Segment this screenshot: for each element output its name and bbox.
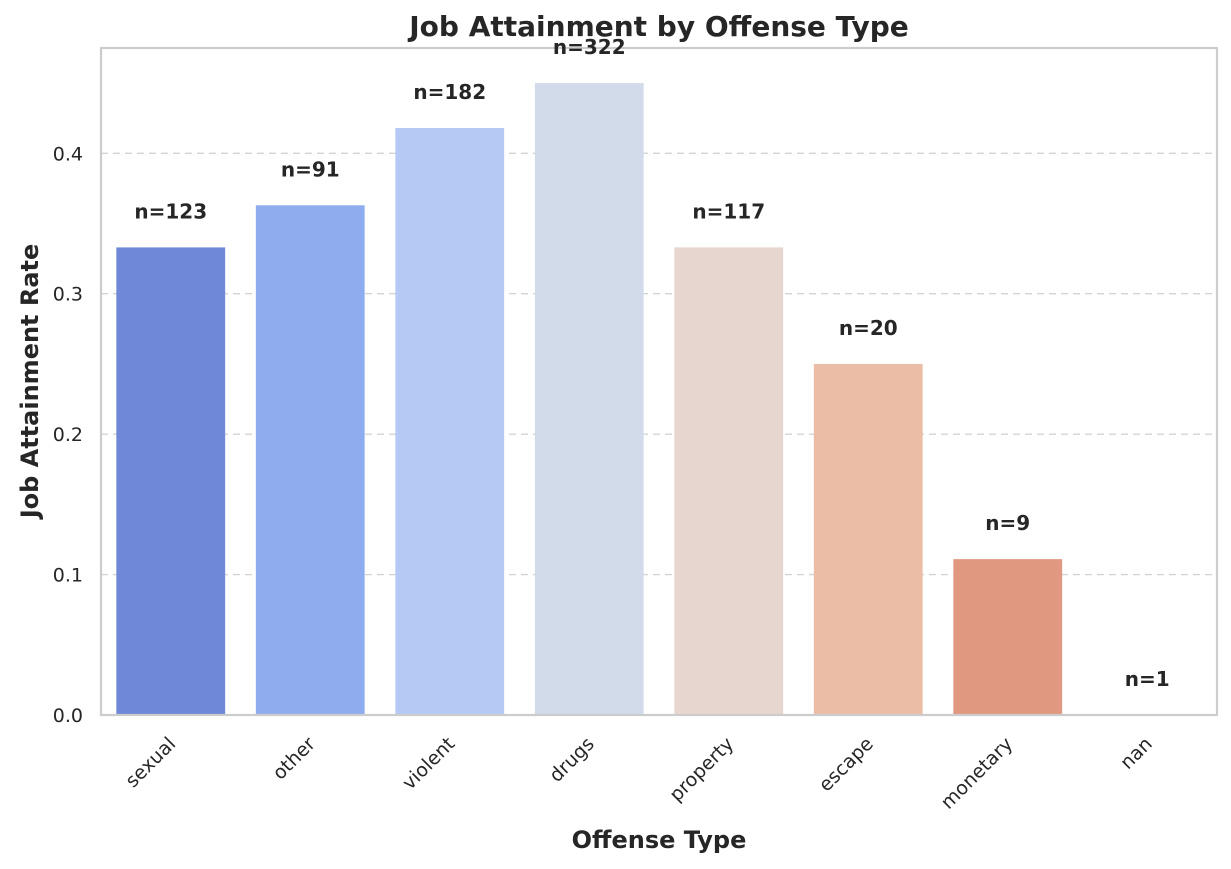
bar-violent bbox=[395, 128, 505, 716]
x-tick-label: escape bbox=[815, 733, 878, 796]
x-tick-label: violent bbox=[398, 733, 459, 794]
x-tick-label: nan bbox=[1116, 733, 1157, 774]
y-axis-label: Job Attainment Rate bbox=[16, 244, 44, 521]
bar-property bbox=[674, 247, 784, 715]
y-tick-labels: 0.0 0.1 0.2 0.3 0.4 bbox=[53, 143, 83, 727]
data-labels: n=123 n=91 n=182 n=322 n=117 n=20 n=9 n=1 bbox=[134, 35, 1169, 691]
x-tick-label: sexual bbox=[121, 733, 180, 792]
x-axis-label: Offense Type bbox=[572, 826, 747, 854]
y-tick-label: 0.2 bbox=[53, 424, 83, 446]
x-tick-label: property bbox=[665, 733, 738, 806]
data-label: n=322 bbox=[553, 35, 626, 59]
bar-sexual bbox=[116, 247, 226, 715]
data-label: n=123 bbox=[134, 199, 207, 223]
x-tick-label: drugs bbox=[545, 733, 599, 787]
bar-monetary bbox=[953, 559, 1063, 715]
data-label: n=117 bbox=[692, 199, 765, 223]
x-tick-label: other bbox=[268, 733, 319, 784]
bars bbox=[116, 83, 1063, 716]
data-label: n=91 bbox=[281, 157, 340, 181]
y-tick-label: 0.0 bbox=[53, 705, 83, 727]
bar-drugs bbox=[534, 83, 644, 715]
bar-escape bbox=[813, 363, 923, 715]
x-tick-label: monetary bbox=[937, 733, 1018, 814]
data-label: n=9 bbox=[985, 511, 1030, 535]
data-label: n=182 bbox=[413, 80, 486, 104]
data-label: n=1 bbox=[1125, 667, 1170, 691]
x-tick-labels: sexual other violent drugs property escape mon… bbox=[121, 733, 1157, 814]
chart-title: Job Attainment by Offense Type bbox=[407, 10, 908, 43]
bar-other bbox=[255, 205, 365, 715]
plot-frame bbox=[99, 46, 1219, 717]
y-tick-label: 0.3 bbox=[53, 284, 83, 306]
y-tick-label: 0.4 bbox=[53, 143, 83, 165]
data-label: n=20 bbox=[839, 316, 898, 340]
y-tick-label: 0.1 bbox=[53, 565, 83, 587]
